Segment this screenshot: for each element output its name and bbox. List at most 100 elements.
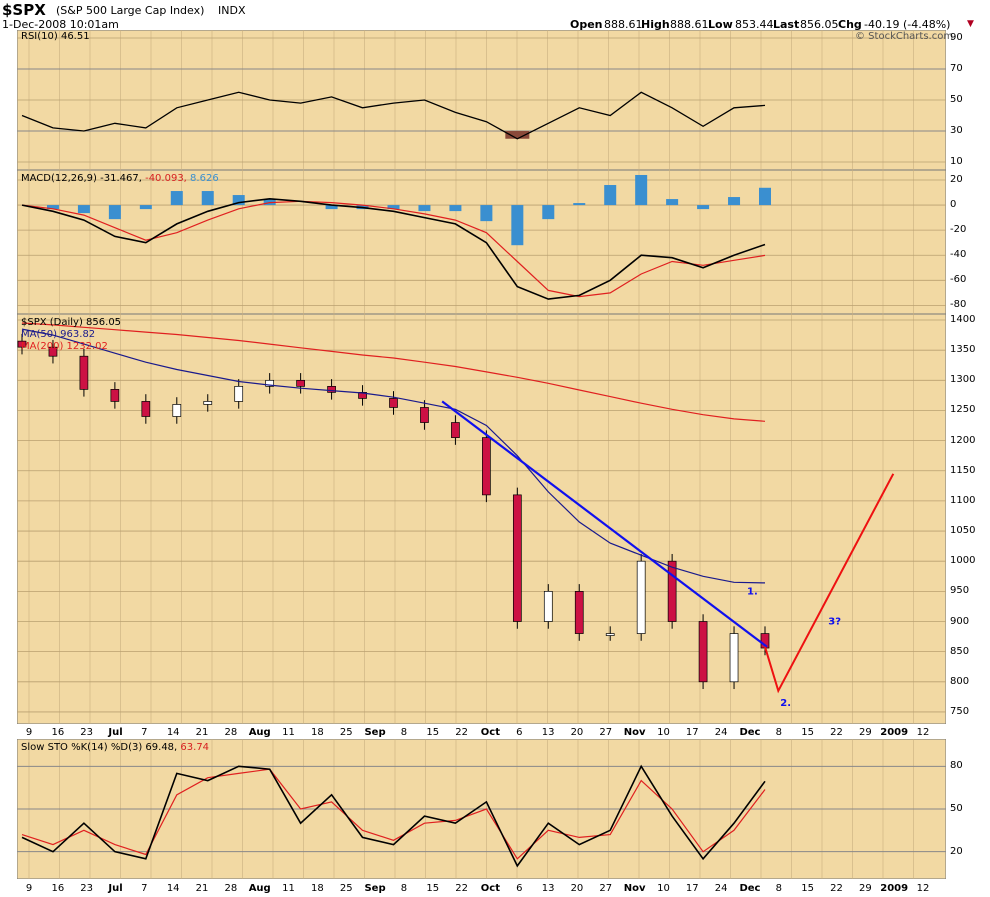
candle-body	[451, 422, 460, 438]
price-chart: 1. 2. 3?	[16, 313, 947, 725]
x-tick-label: 8	[401, 727, 407, 738]
x-tick-label: 22	[830, 727, 843, 738]
price-tick-label: 1200	[950, 434, 976, 446]
x-tick-label: 22	[455, 727, 468, 738]
x-tick-label: 12	[917, 883, 930, 894]
low-value: 853.44	[735, 18, 774, 31]
x-tick-label: 15	[426, 727, 439, 738]
x-axis-top: 9 16 23 Jul 7 14 21 28 Aug 11 18 25 Sep 8 15 22 Oct 6 13 20…	[26, 727, 930, 738]
panel-background	[16, 313, 947, 725]
candle-body	[79, 355, 89, 390]
price-tick-label: 900	[950, 615, 970, 627]
x-tick-label: 13	[542, 727, 555, 738]
x-tick-label: 8	[776, 727, 782, 738]
sto-tick-label: 50	[950, 803, 963, 814]
x-tick-label: 9	[26, 727, 32, 738]
candle-body	[389, 398, 398, 408]
x-tick-label: 16	[51, 727, 64, 738]
candle-body	[110, 389, 120, 402]
wave-annotation: 2.	[780, 698, 791, 709]
x-tick-label: 18	[311, 883, 324, 894]
sto-d-line	[21, 768, 766, 860]
candle-body	[203, 401, 213, 405]
price-tick-label: 1250	[950, 404, 976, 416]
x-tick-label: 10	[657, 727, 670, 738]
x-tick-label: 22	[455, 883, 468, 894]
candle-body	[543, 591, 553, 622]
panel-background	[16, 169, 947, 315]
x-tick-label: Nov	[624, 883, 646, 894]
macd-histogram-bar	[170, 191, 183, 206]
x-tick-label: 25	[340, 727, 353, 738]
macd-histogram-bar	[480, 205, 493, 222]
sto-d-label: 63.74	[177, 742, 210, 753]
x-tick-label: 9	[26, 883, 32, 894]
macd-histogram-bar	[759, 187, 771, 206]
x-tick-label: Jul	[107, 883, 122, 894]
x-tick-label: 7	[141, 883, 147, 894]
ma200-label: MA(200) 1232.02	[21, 341, 108, 352]
x-tick-label: 11	[282, 883, 295, 894]
price-tick-label: 1400	[950, 314, 976, 326]
x-tick-label: Nov	[624, 727, 646, 738]
x-tick-label: Sep	[364, 883, 385, 894]
macd-histogram-bar	[201, 191, 214, 206]
x-tick-label: 11	[282, 727, 295, 738]
last-label: Last	[773, 18, 800, 31]
candle-body	[512, 494, 522, 622]
macd-histogram-bar	[232, 195, 245, 206]
price-label: $SPX (Daily) 856.05	[21, 317, 122, 328]
x-tick-label: 23	[80, 883, 93, 894]
x-tick-label: 12	[917, 727, 930, 738]
macd-histogram-bar	[604, 185, 617, 206]
wave-annotation: 1.	[747, 586, 758, 597]
price-tick-label: 750	[950, 705, 970, 717]
x-tick-label: Aug	[249, 883, 271, 894]
symbol: $SPX	[2, 1, 46, 19]
open-value: 888.61	[604, 18, 643, 31]
x-tick-label: 27	[599, 883, 612, 894]
x-tick-label: 14	[167, 883, 180, 894]
macd-label: MACD(12,26,9) -31.467,	[21, 173, 142, 184]
ma50-label: MA(50) 963.82	[21, 329, 96, 340]
x-tick-label: Jul	[107, 727, 122, 738]
macd-tick-label: -80	[950, 299, 967, 311]
x-tick-label: 17	[686, 883, 699, 894]
x-tick-label: 22	[830, 883, 843, 894]
x-tick-label: Dec	[739, 883, 760, 894]
macd-histogram-bar	[635, 174, 648, 206]
macd-line	[21, 197, 766, 300]
candle-body	[667, 560, 677, 622]
x-tick-label: 18	[311, 727, 324, 738]
candle-body	[327, 386, 336, 393]
x-tick-label: 28	[225, 883, 238, 894]
macd-histogram-bar	[387, 205, 400, 210]
high-value: 888.61	[670, 18, 709, 31]
rsi-tick-label: 70	[950, 63, 963, 74]
macd-histogram-bar	[697, 205, 710, 210]
macd-panel: MACD(12,26,9) -31.467, -40.093, 8.626	[16, 169, 947, 315]
candle-body	[420, 407, 429, 423]
macd-tick-label: 0	[950, 199, 957, 211]
x-tick-label: 6	[516, 883, 522, 894]
x-tick-label: 7	[141, 727, 147, 738]
x-tick-label: 2009	[880, 727, 908, 738]
x-tick-label: 24	[715, 727, 728, 738]
x-tick-label: 20	[571, 883, 584, 894]
ma50-line	[21, 328, 766, 584]
rsi-label: RSI(10) 46.51	[21, 31, 90, 42]
chg-label: Chg	[838, 18, 862, 31]
price-tick-label: 1000	[950, 555, 976, 567]
macd-histogram-bar	[666, 199, 679, 206]
trendline	[441, 400, 768, 648]
x-tick-label: 17	[686, 727, 699, 738]
x-tick-label: 21	[196, 883, 209, 894]
x-tick-label: 29	[859, 883, 872, 894]
macd-signal-label: -40.093,	[141, 173, 187, 184]
rsi-tick-label: 30	[950, 125, 963, 136]
sto-chart	[16, 738, 947, 880]
price-panel: 1. 2. 3? $SPX (Daily) 856.05 MA(50) 963.82…	[16, 313, 947, 725]
low-label: Low	[708, 18, 733, 31]
macd-histogram-bar	[77, 205, 90, 214]
sto-tick-label: 80	[950, 760, 963, 772]
